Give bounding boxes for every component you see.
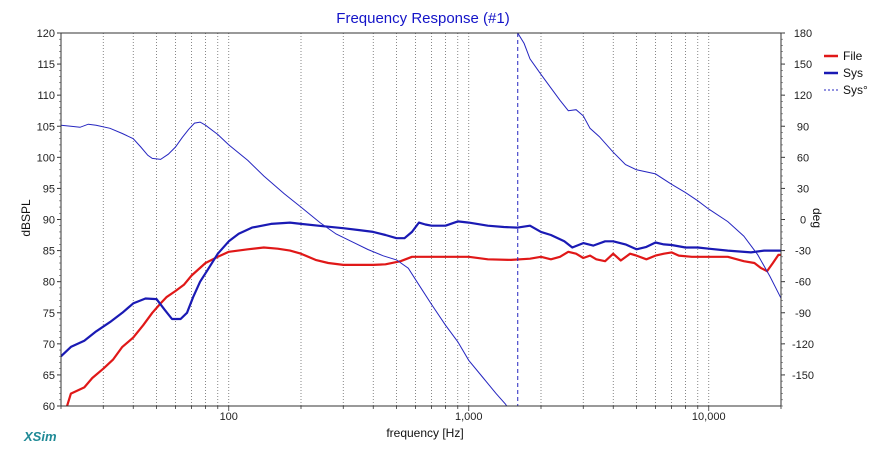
y2-tick-label: -60 <box>795 277 811 289</box>
y2-tick-label: 150 <box>794 59 812 71</box>
y-tick-label: 85 <box>43 246 55 258</box>
grid <box>102 33 710 406</box>
y-tick-label: 80 <box>43 277 55 289</box>
y-tick-label: 65 <box>43 370 55 382</box>
chart-title: Frequency Response (#1) <box>336 10 509 27</box>
y2-tick-label: 180 <box>794 28 812 40</box>
series-layer <box>61 33 781 406</box>
xsim-logo: XSim <box>23 429 57 444</box>
legend-label: Sys <box>843 66 863 80</box>
y2-tick-label: 90 <box>797 121 809 133</box>
plot-border <box>60 32 782 407</box>
x-tick-label: 1,000 <box>455 411 483 423</box>
y-axis-label: dBSPL <box>19 199 33 237</box>
legend-item[interactable]: Sys° <box>824 83 868 97</box>
y2-tick-label: -90 <box>795 308 811 320</box>
y-tick-label: 95 <box>43 183 55 195</box>
axes-layer: 60 65 70 75 80 85 90 95 100 105 110 115 120 -150 -120 -… <box>37 28 814 423</box>
x-tick-label: 100 <box>220 411 238 423</box>
y-tick-label: 100 <box>37 152 55 164</box>
y-tick-label: 60 <box>43 401 55 413</box>
y2-axis-label: deg <box>810 208 824 228</box>
x-axis-label: frequency [Hz] <box>386 426 463 440</box>
y-tick-label: 75 <box>43 308 55 320</box>
y2-tick-label: 60 <box>797 152 809 164</box>
series-sys-segment <box>517 33 781 299</box>
y-tick-label: 105 <box>37 121 55 133</box>
plot-area <box>61 33 781 406</box>
legend-label: File <box>843 49 863 63</box>
series-file-line <box>65 246 781 406</box>
y2-tick-label: 30 <box>797 183 809 195</box>
series-sys-segment <box>61 121 508 406</box>
y2-tick-label: 0 <box>800 215 806 227</box>
y-tick-label: 120 <box>37 28 55 40</box>
y2-tick-label: 120 <box>794 90 812 102</box>
x-tick-label: 10,000 <box>692 411 726 423</box>
y2-tick-label: -30 <box>795 246 811 258</box>
legend-item[interactable]: File <box>824 49 863 63</box>
y-tick-label: 115 <box>37 59 55 71</box>
y-tick-label: 90 <box>43 215 55 227</box>
y-tick-label: 110 <box>37 90 55 102</box>
legend-label: Sys° <box>843 83 868 97</box>
series-sys-line <box>61 220 781 358</box>
legend-item[interactable]: Sys <box>824 66 863 80</box>
y-tick-label: 70 <box>43 339 55 351</box>
y2-tick-label: -120 <box>792 339 814 351</box>
legend[interactable]: File Sys Sys° <box>824 49 868 97</box>
y2-tick-label: -150 <box>792 370 814 382</box>
